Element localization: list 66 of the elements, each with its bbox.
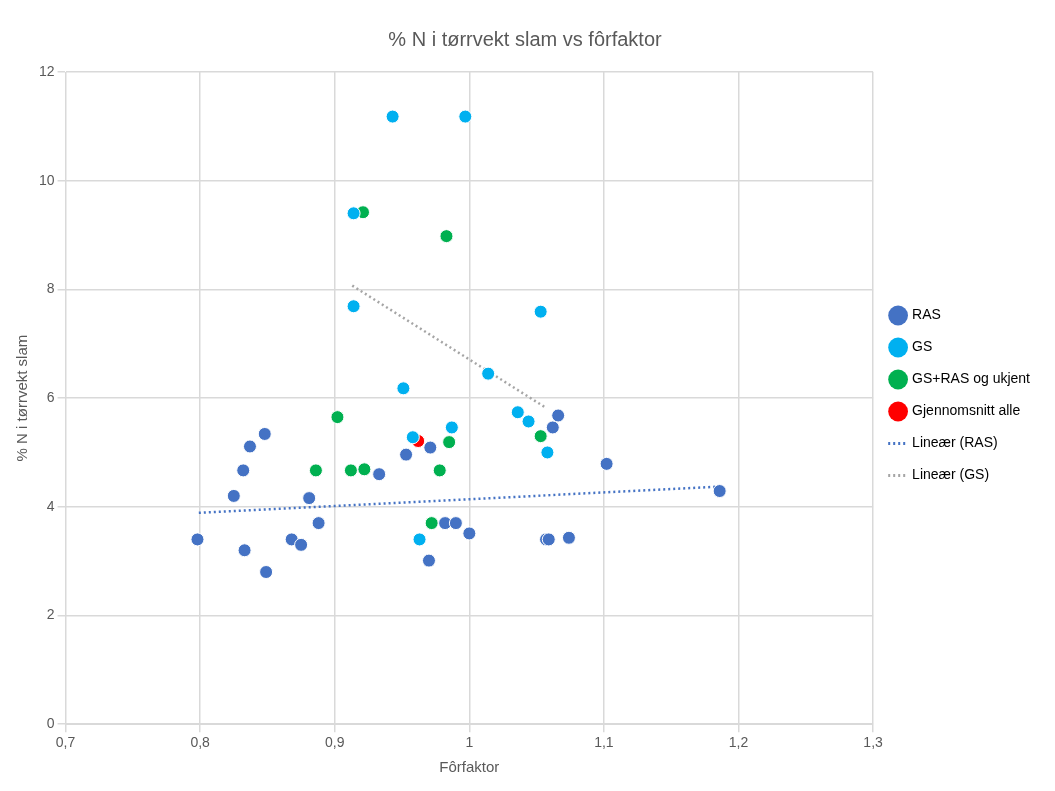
point (396, 381, 411, 396)
point (346, 206, 361, 221)
legend-label: Gjennomsnitt alle (912, 402, 1021, 419)
point (236, 463, 251, 478)
point (533, 429, 548, 444)
point (372, 467, 387, 482)
x-tick-label: 1,1 (594, 734, 614, 751)
x-tick-label: 1,2 (728, 734, 749, 751)
x-tick-label: 0,8 (190, 734, 211, 751)
x-tick-label: 1 (465, 734, 474, 751)
y-tick-label: 2 (46, 606, 55, 623)
legend-label: GS (912, 338, 933, 355)
y-axis-title: % N i tørrvekt slam (13, 334, 31, 462)
point (481, 366, 496, 381)
point (346, 299, 361, 314)
point (259, 565, 274, 580)
point (385, 109, 400, 124)
point (226, 488, 241, 503)
point (405, 430, 420, 445)
y-tick-label: 12 (38, 62, 55, 79)
point (444, 420, 459, 435)
point (533, 304, 548, 319)
legend-label: Lineær (RAS) (912, 434, 998, 451)
y-tick-label: 8 (46, 280, 55, 297)
legend-label: GS+RAS og ukjent (912, 370, 1031, 387)
point (521, 414, 536, 429)
y-tick-label: 6 (46, 388, 55, 405)
point (257, 426, 272, 441)
point (462, 526, 477, 541)
point (190, 532, 205, 547)
point (399, 447, 414, 462)
y-tick-label: 10 (38, 171, 55, 188)
point (510, 405, 525, 420)
point (311, 516, 326, 531)
point (412, 532, 427, 547)
legend-label: Lineær (GS) (912, 466, 990, 483)
x-tick-label: 0,9 (325, 734, 345, 751)
y-tick-label: 0 (46, 715, 55, 732)
point (442, 435, 457, 450)
point (330, 410, 345, 425)
point (712, 484, 727, 499)
point (432, 463, 447, 478)
point (423, 440, 438, 455)
y-tick-label: 4 (46, 497, 55, 514)
point (421, 553, 436, 568)
x-axis-title: Fôrfaktor (439, 758, 500, 776)
point (458, 109, 473, 124)
x-tick-label: 1,3 (863, 734, 884, 751)
point (540, 445, 555, 460)
point (343, 463, 358, 478)
point (357, 462, 372, 477)
point (302, 491, 317, 506)
point (448, 516, 463, 531)
point (561, 530, 576, 545)
legend-label: RAS (912, 306, 941, 323)
chart-title: % N i tørrvekt slam vs fôrfaktor (388, 27, 663, 50)
point (599, 456, 614, 471)
point (242, 439, 257, 454)
point (294, 537, 309, 552)
point (308, 463, 323, 478)
point (439, 229, 454, 244)
x-tick-label: 0,7 (55, 734, 76, 751)
point (237, 543, 252, 558)
point (424, 516, 439, 531)
point (551, 408, 566, 423)
point (545, 420, 560, 435)
